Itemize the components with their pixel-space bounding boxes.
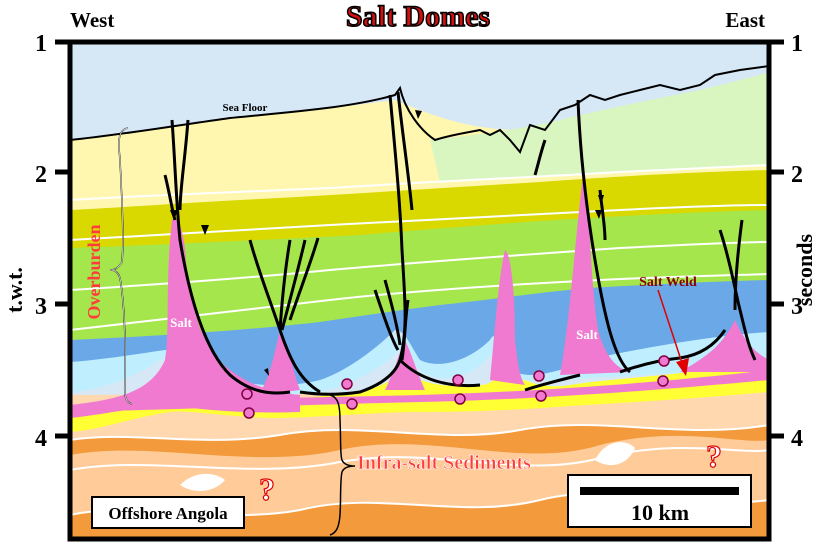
salt-bodies xyxy=(70,175,769,418)
left-axis-ticks xyxy=(55,39,72,439)
section-frame xyxy=(67,39,772,542)
weld-dot xyxy=(241,388,253,400)
weld-dot xyxy=(452,374,464,386)
section-body xyxy=(70,42,769,539)
overburden-upper xyxy=(70,75,769,210)
weld-dot xyxy=(346,398,358,410)
location-label: Offshore Angola xyxy=(108,504,228,523)
infra-salt-brace xyxy=(329,394,356,536)
tick-label-right-1: 1 xyxy=(791,31,803,57)
fault-lines xyxy=(163,91,757,396)
tick-label-left-1: 1 xyxy=(35,31,47,57)
pale-green-right xyxy=(430,72,769,182)
scale-label: 10 km xyxy=(631,500,689,525)
weld-dot xyxy=(243,407,255,419)
salt-weld-label: Salt Weld xyxy=(639,275,697,290)
tick-label-right-2: 2 xyxy=(791,162,803,188)
scale-box xyxy=(567,474,752,528)
diagram-title: Salt Domes xyxy=(346,0,490,33)
salt-weld-arrowhead xyxy=(676,358,689,376)
question-mark-left: ? xyxy=(259,471,275,507)
sea-floor-line xyxy=(70,65,769,154)
west-label: West xyxy=(70,8,114,32)
location-box xyxy=(91,496,245,529)
weld-dot xyxy=(658,355,670,367)
salt-diapir-4 xyxy=(490,250,525,385)
weld-dot xyxy=(341,378,353,390)
salt-weld-arrow-line xyxy=(657,289,684,367)
weld-dot xyxy=(454,393,466,405)
infra-salt-label: Infra-salt Sediments xyxy=(357,452,531,474)
right-axis-title: seconds xyxy=(792,234,817,307)
question-mark-right: ? xyxy=(706,438,722,474)
weld-dot xyxy=(657,375,669,387)
tick-label-right-4: 4 xyxy=(791,426,803,452)
salt-label-left: Salt xyxy=(170,315,192,330)
tick-label-left-2: 2 xyxy=(35,162,47,188)
fault-arrows xyxy=(170,110,604,376)
weld-dot xyxy=(535,390,547,402)
east-label: East xyxy=(725,8,765,32)
salt-label-right: Salt xyxy=(576,327,598,342)
salt-body-left xyxy=(70,219,300,418)
sea-floor-label: Sea Floor xyxy=(223,102,268,114)
weld-dot xyxy=(533,370,545,382)
tick-label-right-3: 3 xyxy=(791,294,803,320)
tick-label-left-3: 3 xyxy=(35,294,47,320)
salt-basal-sheet xyxy=(70,370,769,412)
salt-diapir-6 xyxy=(680,320,769,372)
olive-layer xyxy=(70,165,769,248)
overburden-brace-inner xyxy=(109,127,133,405)
white-lens-1 xyxy=(180,473,225,492)
weld-markers xyxy=(241,355,670,419)
left-axis-title: t.w.t. xyxy=(2,267,27,313)
right-axis-ticks xyxy=(767,39,784,439)
infra-salt-band xyxy=(70,435,769,515)
scale-bar xyxy=(580,487,739,495)
tick-label-left-4: 4 xyxy=(35,426,47,452)
salt-diapir-2 xyxy=(258,330,300,395)
salt-diapir-5 xyxy=(560,175,630,375)
overburden-label: Overburden xyxy=(84,224,104,319)
